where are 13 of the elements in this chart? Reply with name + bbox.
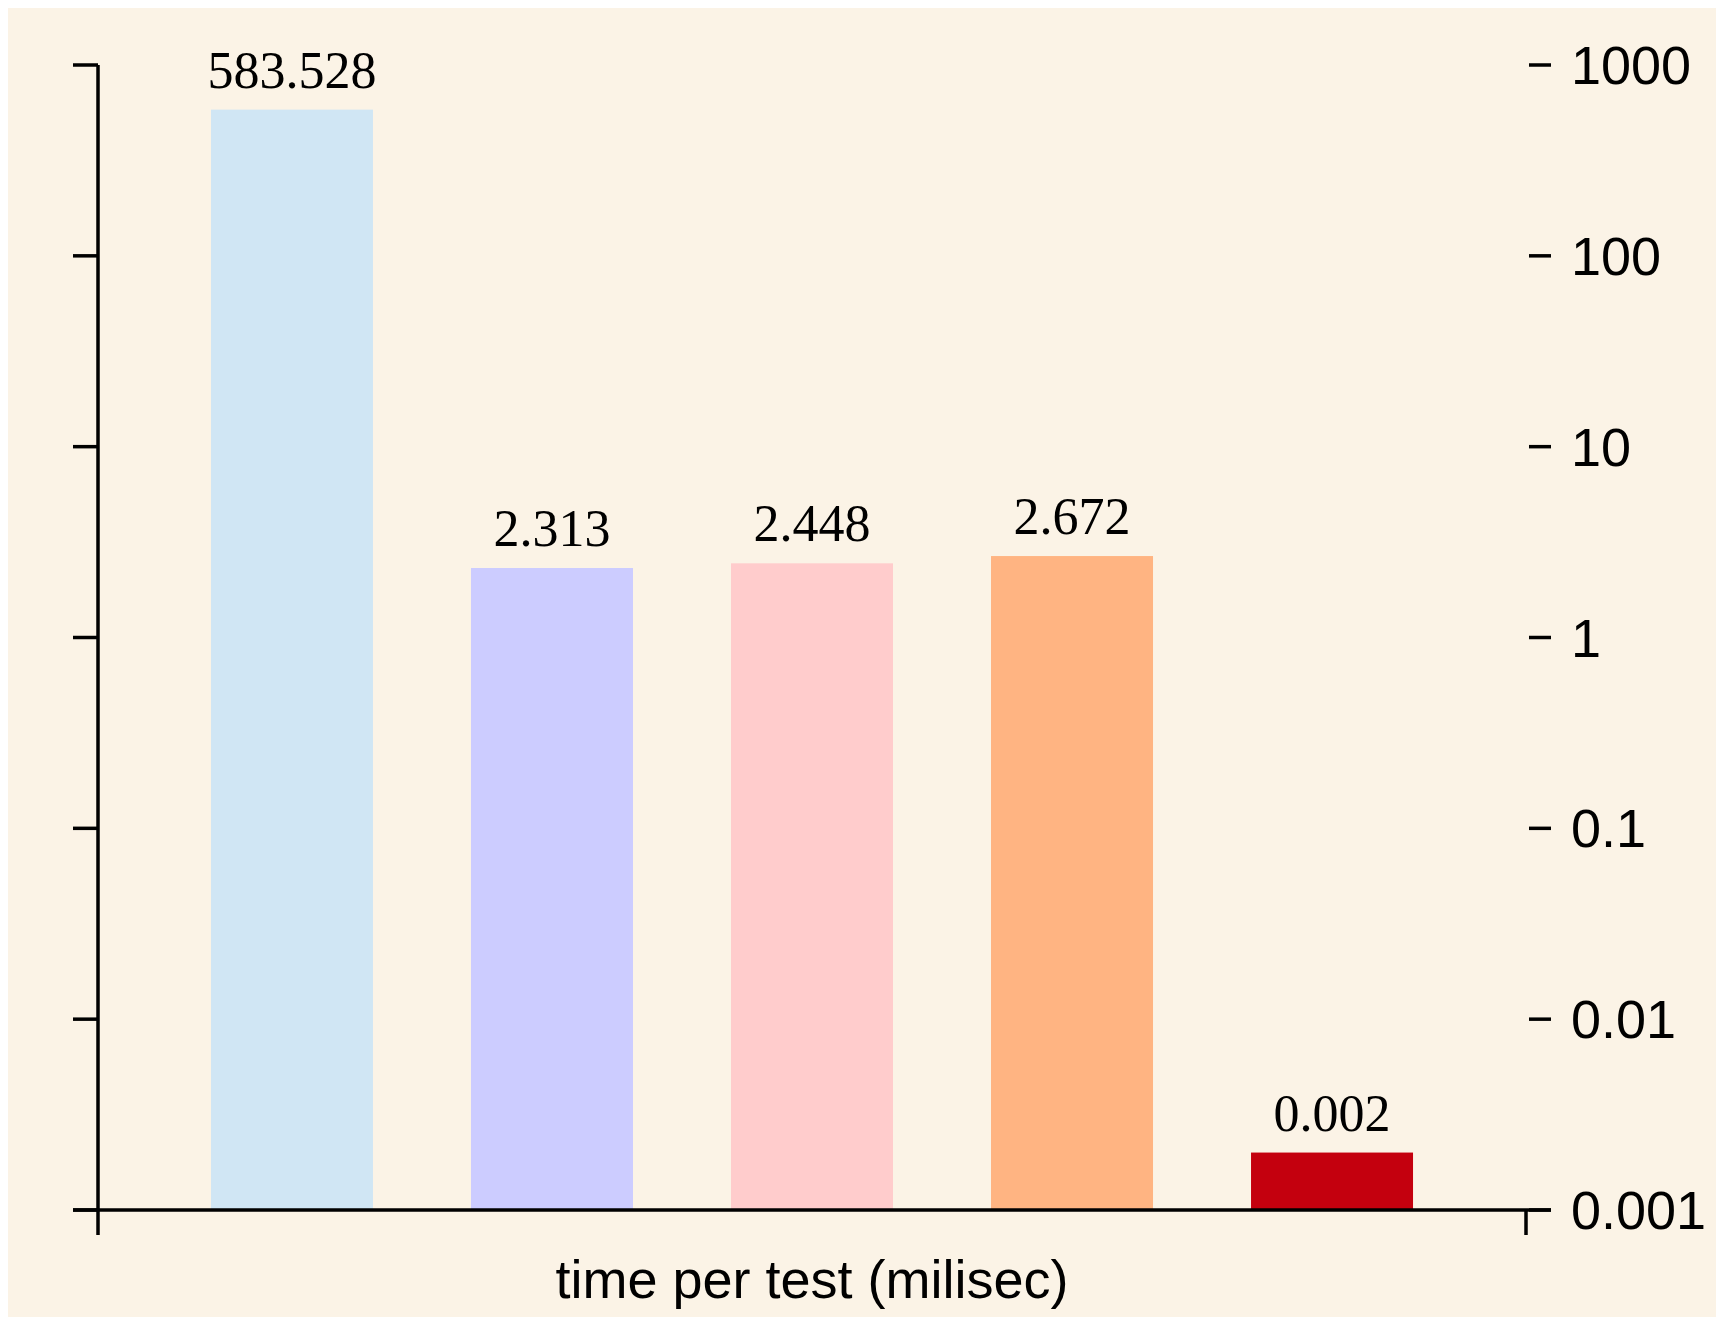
data-label: 583.528 — [207, 41, 377, 99]
y-tick-label: 0.001 — [1571, 1180, 1707, 1240]
data-label: 0.002 — [1273, 1084, 1391, 1142]
y-tick-label: 1 — [1571, 607, 1602, 668]
y-tick-label: 1000 — [1571, 35, 1692, 95]
data-label: 2.448 — [753, 495, 871, 553]
y-tick-label: 0.1 — [1571, 798, 1647, 859]
y-tick-label: 100 — [1571, 225, 1662, 286]
data-label: 2.672 — [1013, 488, 1131, 546]
y-tick-label: 0.01 — [1571, 989, 1677, 1050]
x-axis-title: time per test (milisec) — [555, 1249, 1069, 1309]
y-tick-label: 10 — [1571, 416, 1632, 477]
data-label: 2.313 — [493, 500, 611, 557]
